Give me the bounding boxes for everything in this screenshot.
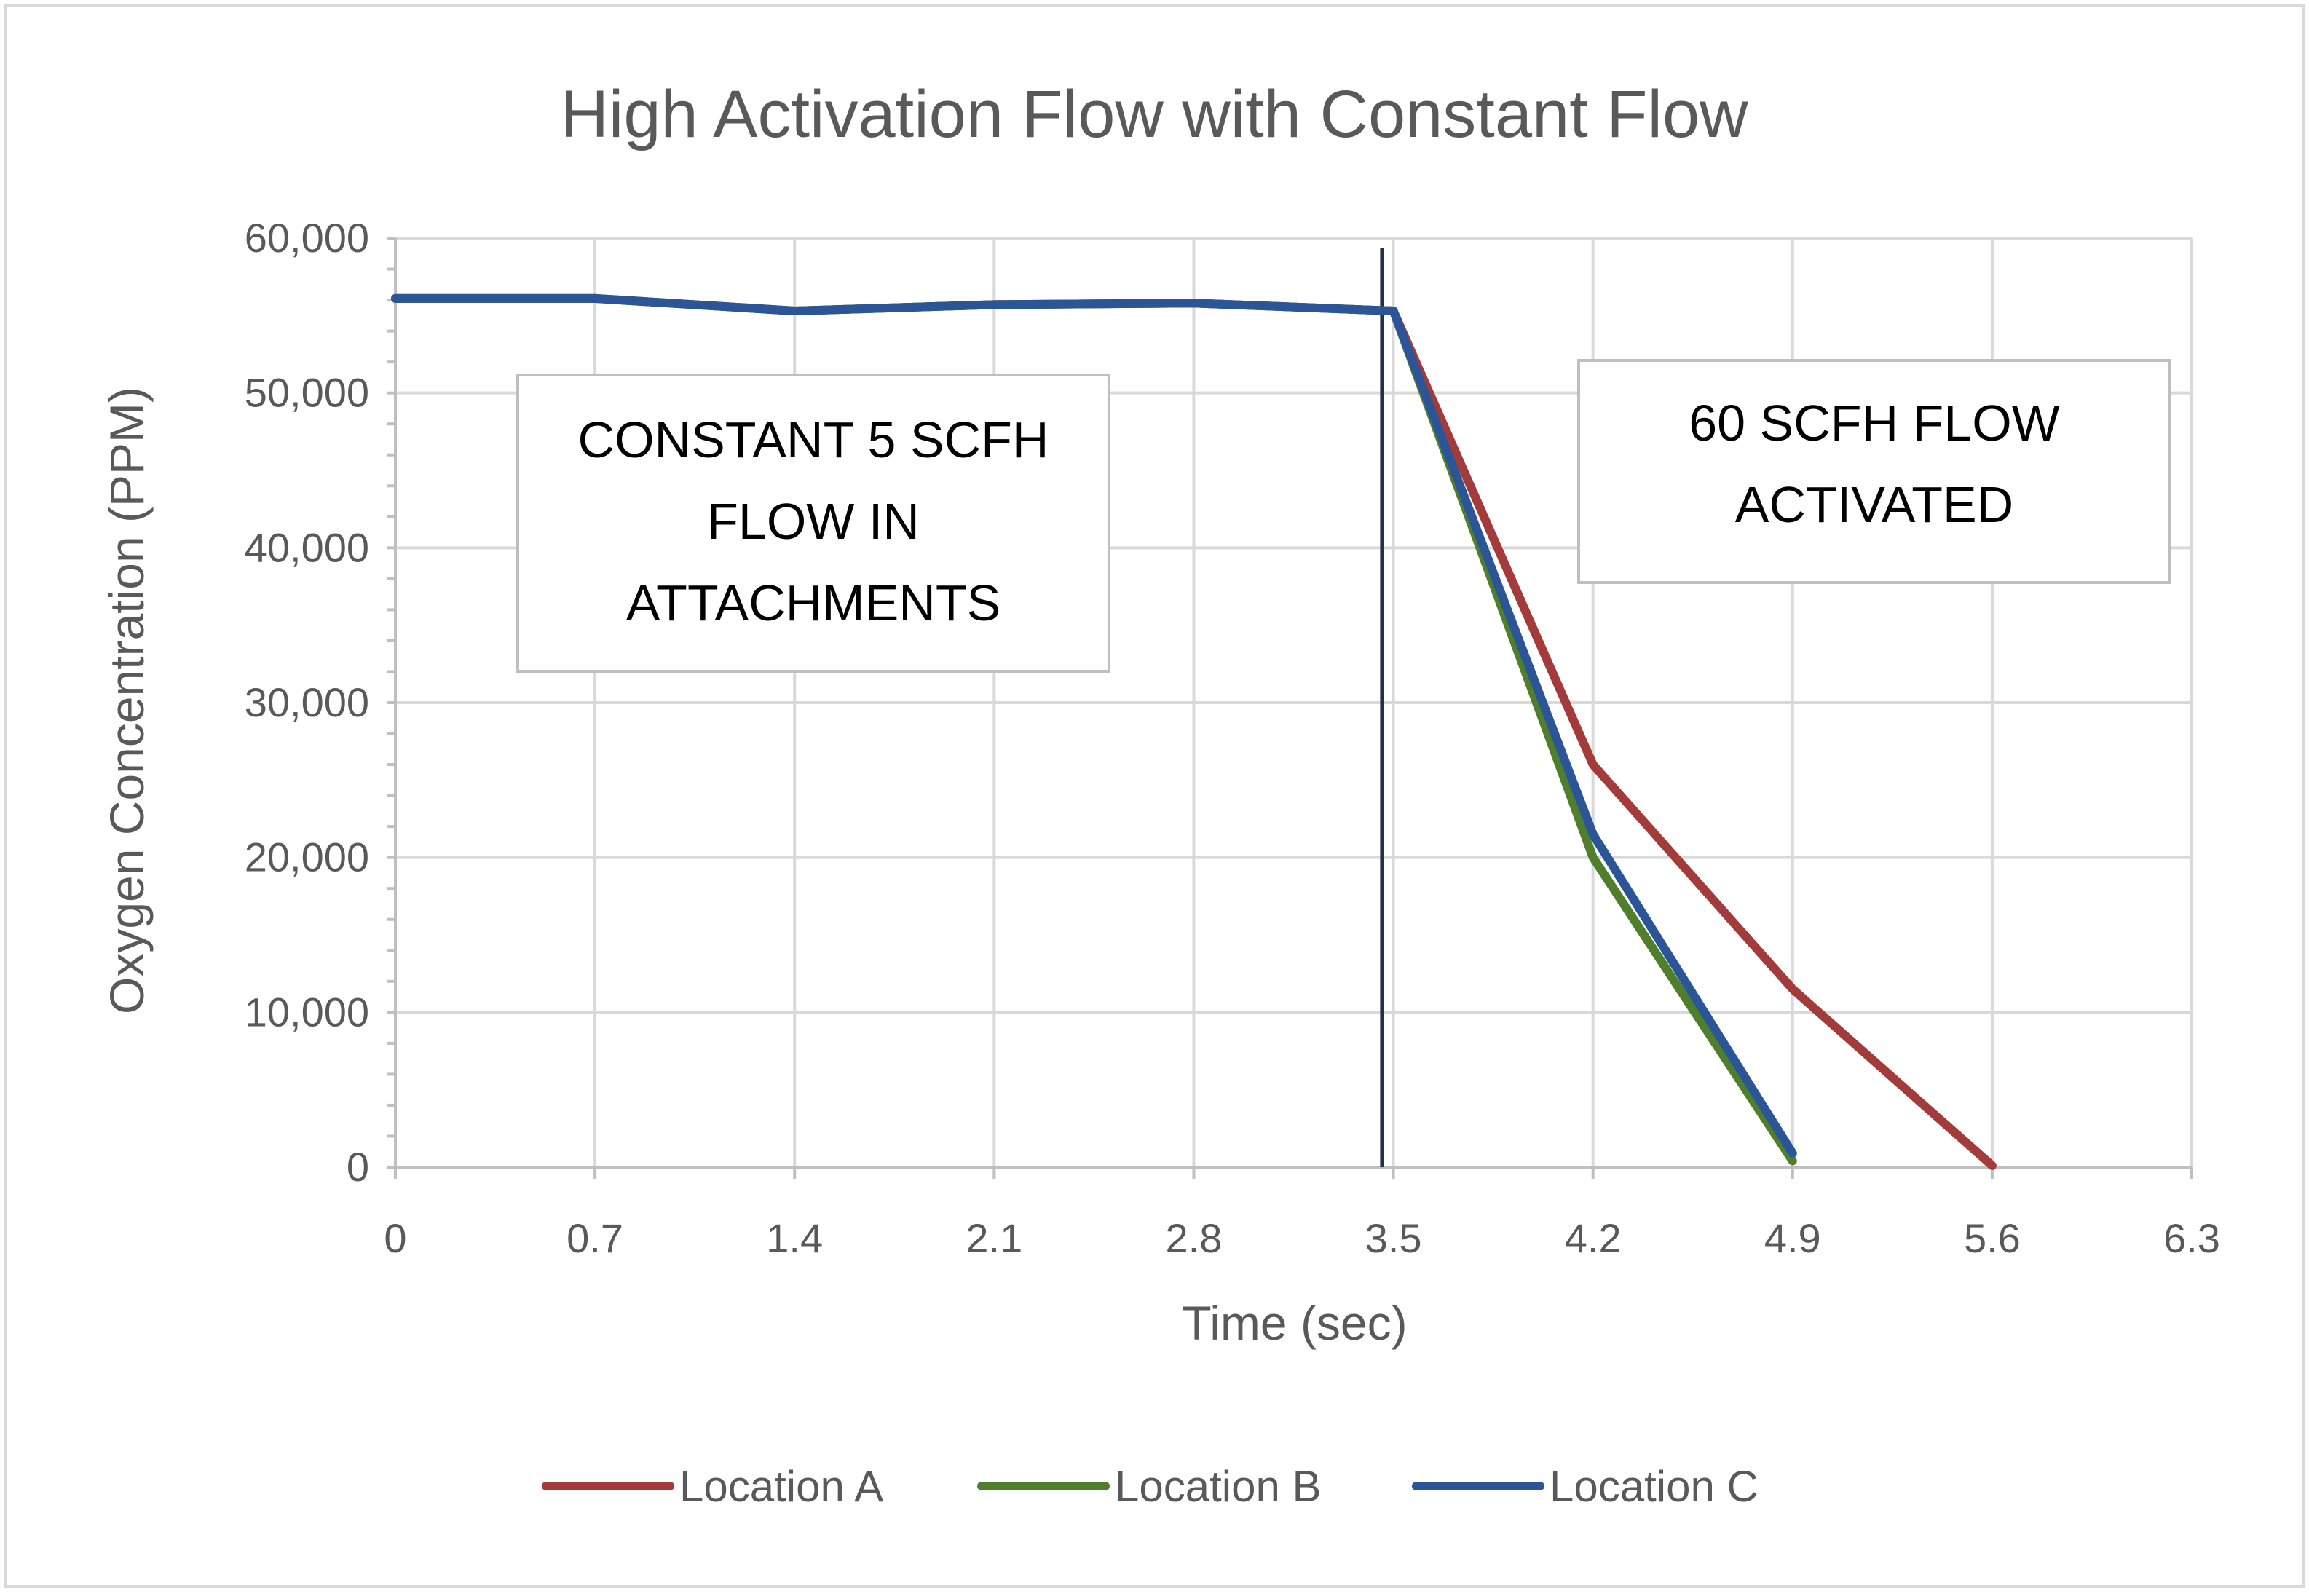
y-axis-label: Oxygen Concentration (PPM) bbox=[100, 387, 154, 1014]
x-axis-label: Time (sec) bbox=[1182, 1296, 1407, 1350]
x-tick-label: 6.3 bbox=[2163, 1215, 2220, 1261]
y-tick-label: 20,000 bbox=[245, 834, 369, 880]
x-tick-label: 2.8 bbox=[1166, 1215, 1223, 1261]
x-tick-label: 3.5 bbox=[1365, 1215, 1422, 1261]
y-tick-label: 10,000 bbox=[245, 989, 369, 1035]
legend: Location A Location B Location C bbox=[542, 1462, 1759, 1511]
legend-item-location-b: Location B bbox=[977, 1462, 1322, 1511]
y-tick-labels: 0 10,000 20,000 30,000 40,000 50,000 60,000 bbox=[245, 215, 369, 1190]
y-tick-label: 60,000 bbox=[245, 215, 369, 261]
series-lines bbox=[391, 293, 1997, 1170]
annotation-text: CONSTANT 5 SCFH bbox=[578, 411, 1049, 468]
x-tick-label: 5.6 bbox=[1964, 1215, 2021, 1261]
annotation-frame bbox=[516, 374, 1110, 673]
x-tick-label: 4.9 bbox=[1764, 1215, 1821, 1261]
x-tick-label: 0.7 bbox=[567, 1215, 623, 1261]
legend-label: Location C bbox=[1550, 1462, 1759, 1511]
series-line-location-c bbox=[391, 293, 1797, 1158]
legend-item-location-c: Location C bbox=[1412, 1462, 1759, 1511]
x-tick-label: 1.4 bbox=[766, 1215, 823, 1261]
annotation-text: FLOW IN bbox=[707, 493, 920, 550]
legend-label: Location B bbox=[1115, 1462, 1322, 1511]
annotation-box-left: CONSTANT 5 SCFH FLOW IN ATTACHMENTS bbox=[516, 374, 1110, 673]
x-tick-labels: 0 0.7 1.4 2.1 2.8 3.5 4.2 4.9 5.6 6.3 bbox=[384, 1215, 2220, 1261]
annotation-text: 60 SCFH FLOW bbox=[1689, 395, 2060, 451]
legend-item-location-a: Location A bbox=[542, 1462, 883, 1511]
y-tick-label: 50,000 bbox=[245, 370, 369, 416]
annotation-text: ATTACHMENTS bbox=[626, 574, 1001, 631]
x-tick-label: 4.2 bbox=[1565, 1215, 1622, 1261]
chart-title: High Activation Flow with Constant Flow bbox=[560, 77, 1748, 151]
y-tick-label: 40,000 bbox=[245, 524, 369, 570]
x-tick-label: 2.1 bbox=[966, 1215, 1022, 1261]
annotation-text: ACTIVATED bbox=[1735, 476, 2013, 533]
annotation-box-right: 60 SCFH FLOW ACTIVATED bbox=[1577, 359, 2171, 584]
x-tick-label: 0 bbox=[384, 1215, 406, 1261]
annotation-frame bbox=[1577, 359, 2171, 584]
annotations: CONSTANT 5 SCFH FLOW IN ATTACHMENTS 60 SCFH… bbox=[516, 359, 2171, 673]
y-tick-label: 0 bbox=[347, 1144, 369, 1190]
legend-label: Location A bbox=[679, 1462, 883, 1511]
y-tick-label: 30,000 bbox=[245, 679, 369, 725]
